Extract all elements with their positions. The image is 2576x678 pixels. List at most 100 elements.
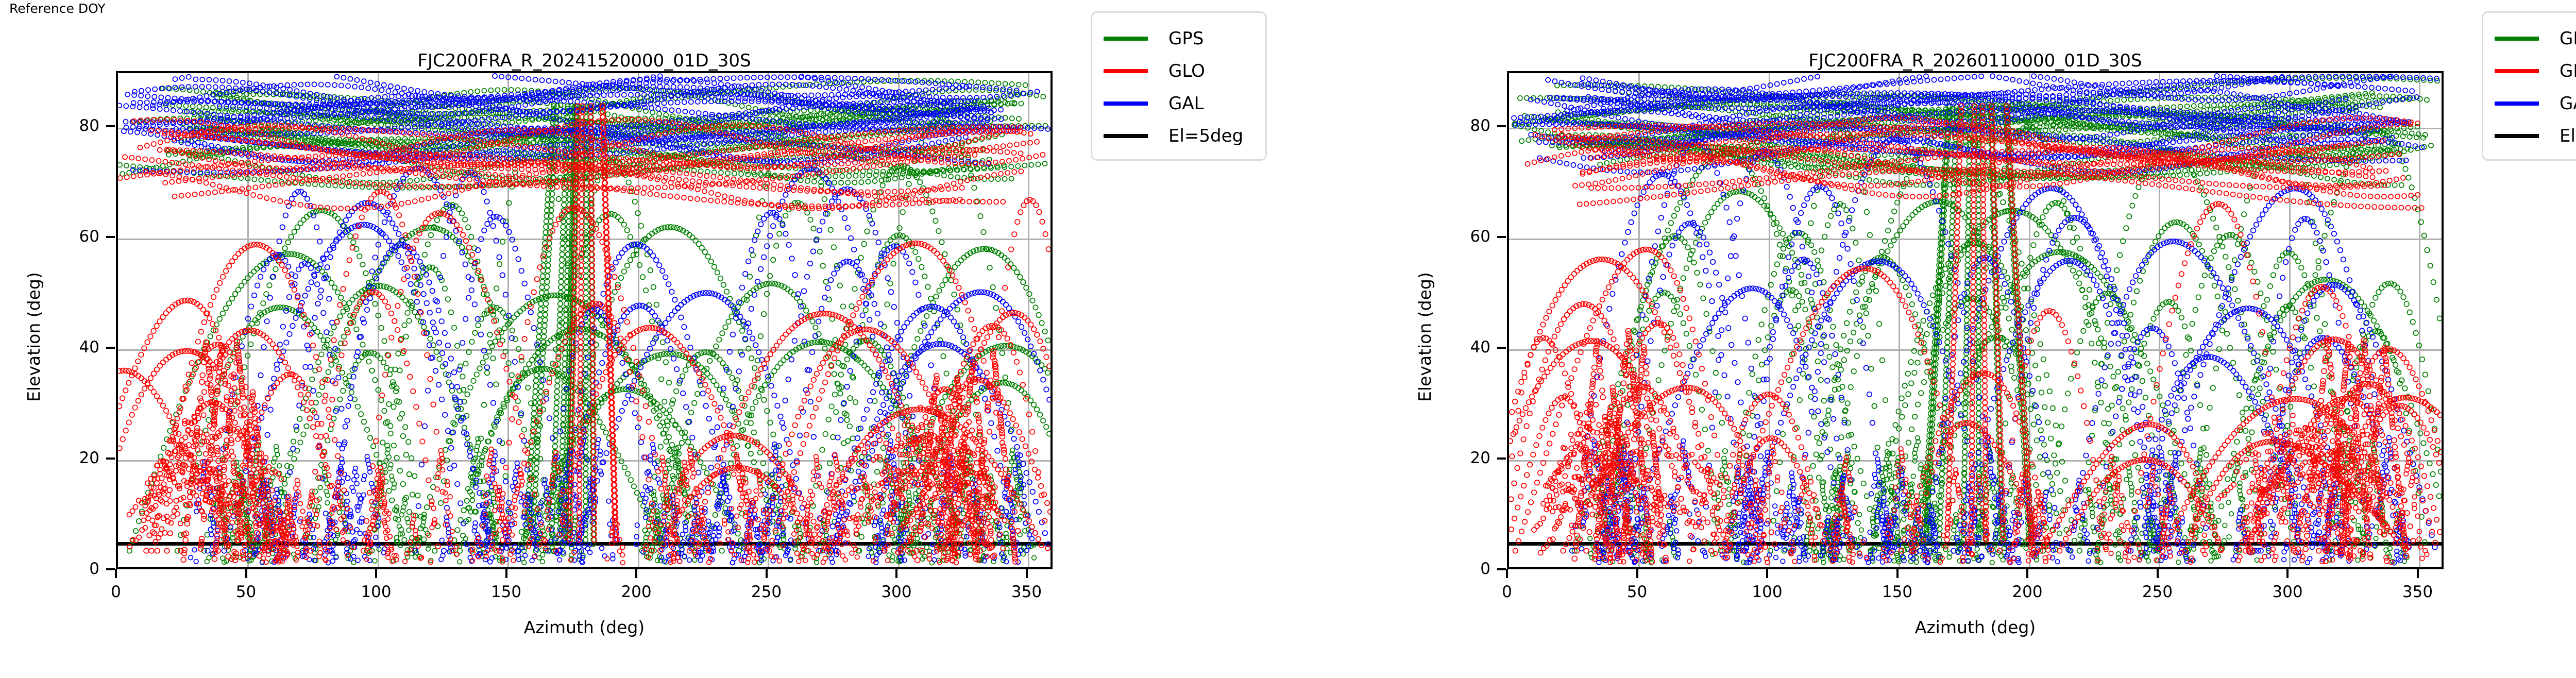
y-tick-label: 80 bbox=[58, 116, 99, 135]
x-tick-mark bbox=[765, 569, 768, 578]
y-tick-mark bbox=[1497, 236, 1506, 239]
x-tick-label: 200 bbox=[605, 583, 667, 601]
x-tick-mark bbox=[1766, 569, 1768, 578]
x-tick-mark bbox=[505, 569, 507, 578]
legend-item-gal[interactable]: GAL bbox=[2483, 87, 2576, 120]
chart-title: FJC200FRA_R_20260110000_01D_30S bbox=[1507, 50, 2444, 71]
plot-area bbox=[1507, 71, 2444, 569]
x-tick-label: 100 bbox=[345, 583, 407, 601]
series-glo bbox=[1509, 103, 2442, 566]
legend-item-gps[interactable]: GPS bbox=[1092, 22, 1265, 55]
gridline-vertical bbox=[2289, 73, 2291, 567]
gridline-vertical bbox=[768, 73, 769, 567]
x-tick-mark bbox=[1506, 569, 1508, 578]
series-glo bbox=[118, 103, 1050, 566]
sky-tracks bbox=[1509, 73, 2442, 567]
y-tick-label: 40 bbox=[58, 338, 99, 357]
y-tick-label: 0 bbox=[1449, 560, 1490, 578]
x-tick-label: 300 bbox=[2257, 583, 2318, 601]
y-tick-label: 20 bbox=[1449, 449, 1490, 467]
legend-color-swatch bbox=[1104, 133, 1148, 138]
legend-label: GAL bbox=[2560, 95, 2576, 112]
legend-color-swatch bbox=[2495, 101, 2539, 106]
gridline-vertical bbox=[2028, 73, 2030, 567]
gridline-vertical bbox=[1768, 73, 1770, 567]
y-tick-label: 0 bbox=[58, 560, 99, 578]
legend-item-gal[interactable]: GAL bbox=[1092, 87, 1265, 120]
sky-track-canvas bbox=[1509, 73, 2442, 566]
chart-panel-0: FJC200FRA_R_20241520000_01D_30S Elevatio… bbox=[24, 11, 1267, 637]
gridline-vertical bbox=[377, 73, 379, 567]
gridline-vertical bbox=[1899, 73, 1900, 567]
y-axis-label: Elevation (deg) bbox=[24, 272, 44, 402]
y-tick-mark bbox=[106, 568, 115, 570]
x-tick-label: 350 bbox=[2387, 583, 2449, 601]
y-tick-mark bbox=[106, 236, 115, 239]
x-tick-mark bbox=[1896, 569, 1899, 578]
x-tick-label: 350 bbox=[996, 583, 1058, 601]
gridline-vertical bbox=[2159, 73, 2160, 567]
x-tick-label: 50 bbox=[1606, 583, 1668, 601]
y-tick-mark bbox=[1497, 125, 1506, 128]
legend: GPS GLO GAL El=5deg bbox=[2482, 11, 2576, 161]
gridline-vertical bbox=[637, 73, 639, 567]
y-tick-label: 20 bbox=[58, 449, 99, 467]
legend-label: El=5deg bbox=[2560, 127, 2576, 145]
x-tick-label: 150 bbox=[1867, 583, 1928, 601]
y-tick-mark bbox=[1497, 347, 1506, 349]
legend-label: GAL bbox=[1168, 95, 1204, 112]
legend-color-swatch bbox=[2495, 36, 2539, 41]
legend: GPS GLO GAL El=5deg bbox=[1091, 11, 1267, 161]
legend-label: GPS bbox=[1168, 30, 1204, 47]
x-tick-label: 250 bbox=[736, 583, 798, 601]
legend-color-swatch bbox=[2495, 133, 2539, 138]
y-tick-mark bbox=[1497, 568, 1506, 570]
x-tick-label: 250 bbox=[2127, 583, 2189, 601]
x-tick-mark bbox=[2156, 569, 2159, 578]
x-tick-label: 0 bbox=[85, 583, 147, 601]
legend-color-swatch bbox=[1104, 101, 1148, 106]
chart-panel-1: FJC200FRA_R_20260110000_01D_30S Elevatio… bbox=[1347, 0, 2576, 678]
x-tick-mark bbox=[115, 569, 117, 578]
y-tick-label: 80 bbox=[1449, 116, 1490, 135]
legend-item-glo[interactable]: GLO bbox=[1092, 55, 1265, 87]
legend-label: GLO bbox=[2560, 62, 2576, 80]
x-tick-label: 0 bbox=[1476, 583, 1538, 601]
y-axis-label: Elevation (deg) bbox=[1415, 272, 1435, 402]
y-tick-mark bbox=[1497, 457, 1506, 460]
legend-item-el-5deg[interactable]: El=5deg bbox=[1092, 120, 1265, 152]
legend-item-glo[interactable]: GLO bbox=[2483, 55, 2576, 87]
x-tick-label: 50 bbox=[215, 583, 277, 601]
legend-item-gps[interactable]: GPS bbox=[2483, 22, 2576, 55]
y-tick-label: 60 bbox=[58, 227, 99, 246]
x-axis-label: Azimuth (deg) bbox=[1507, 617, 2444, 637]
x-tick-mark bbox=[375, 569, 377, 578]
legend-label: El=5deg bbox=[1168, 127, 1243, 145]
x-tick-label: 300 bbox=[866, 583, 927, 601]
gridline-horizontal bbox=[1509, 349, 2442, 351]
x-tick-mark bbox=[2026, 569, 2028, 578]
gridline-vertical bbox=[1028, 73, 1029, 567]
x-tick-mark bbox=[2286, 569, 2289, 578]
x-tick-label: 200 bbox=[1996, 583, 2058, 601]
x-tick-mark bbox=[635, 569, 637, 578]
reference-doy-label: Reference DOY bbox=[9, 2, 106, 15]
legend-label: GLO bbox=[1168, 62, 1205, 80]
x-tick-mark bbox=[245, 569, 247, 578]
sky-track-canvas bbox=[118, 73, 1050, 566]
gridline-horizontal bbox=[1509, 460, 2442, 462]
legend-item-el-5deg[interactable]: El=5deg bbox=[2483, 120, 2576, 152]
x-tick-mark bbox=[1636, 569, 1638, 578]
y-tick-mark bbox=[106, 125, 115, 128]
chart-title: FJC200FRA_R_20241520000_01D_30S bbox=[116, 50, 1053, 71]
legend-color-swatch bbox=[1104, 36, 1148, 41]
x-tick-mark bbox=[1025, 569, 1028, 578]
gridline-vertical bbox=[247, 73, 249, 567]
x-tick-label: 100 bbox=[1736, 583, 1798, 601]
x-tick-mark bbox=[2416, 569, 2419, 578]
y-tick-mark bbox=[106, 457, 115, 460]
x-tick-label: 150 bbox=[476, 583, 537, 601]
y-tick-label: 40 bbox=[1449, 338, 1490, 357]
y-tick-label: 60 bbox=[1449, 227, 1490, 246]
plot-area bbox=[116, 71, 1053, 569]
